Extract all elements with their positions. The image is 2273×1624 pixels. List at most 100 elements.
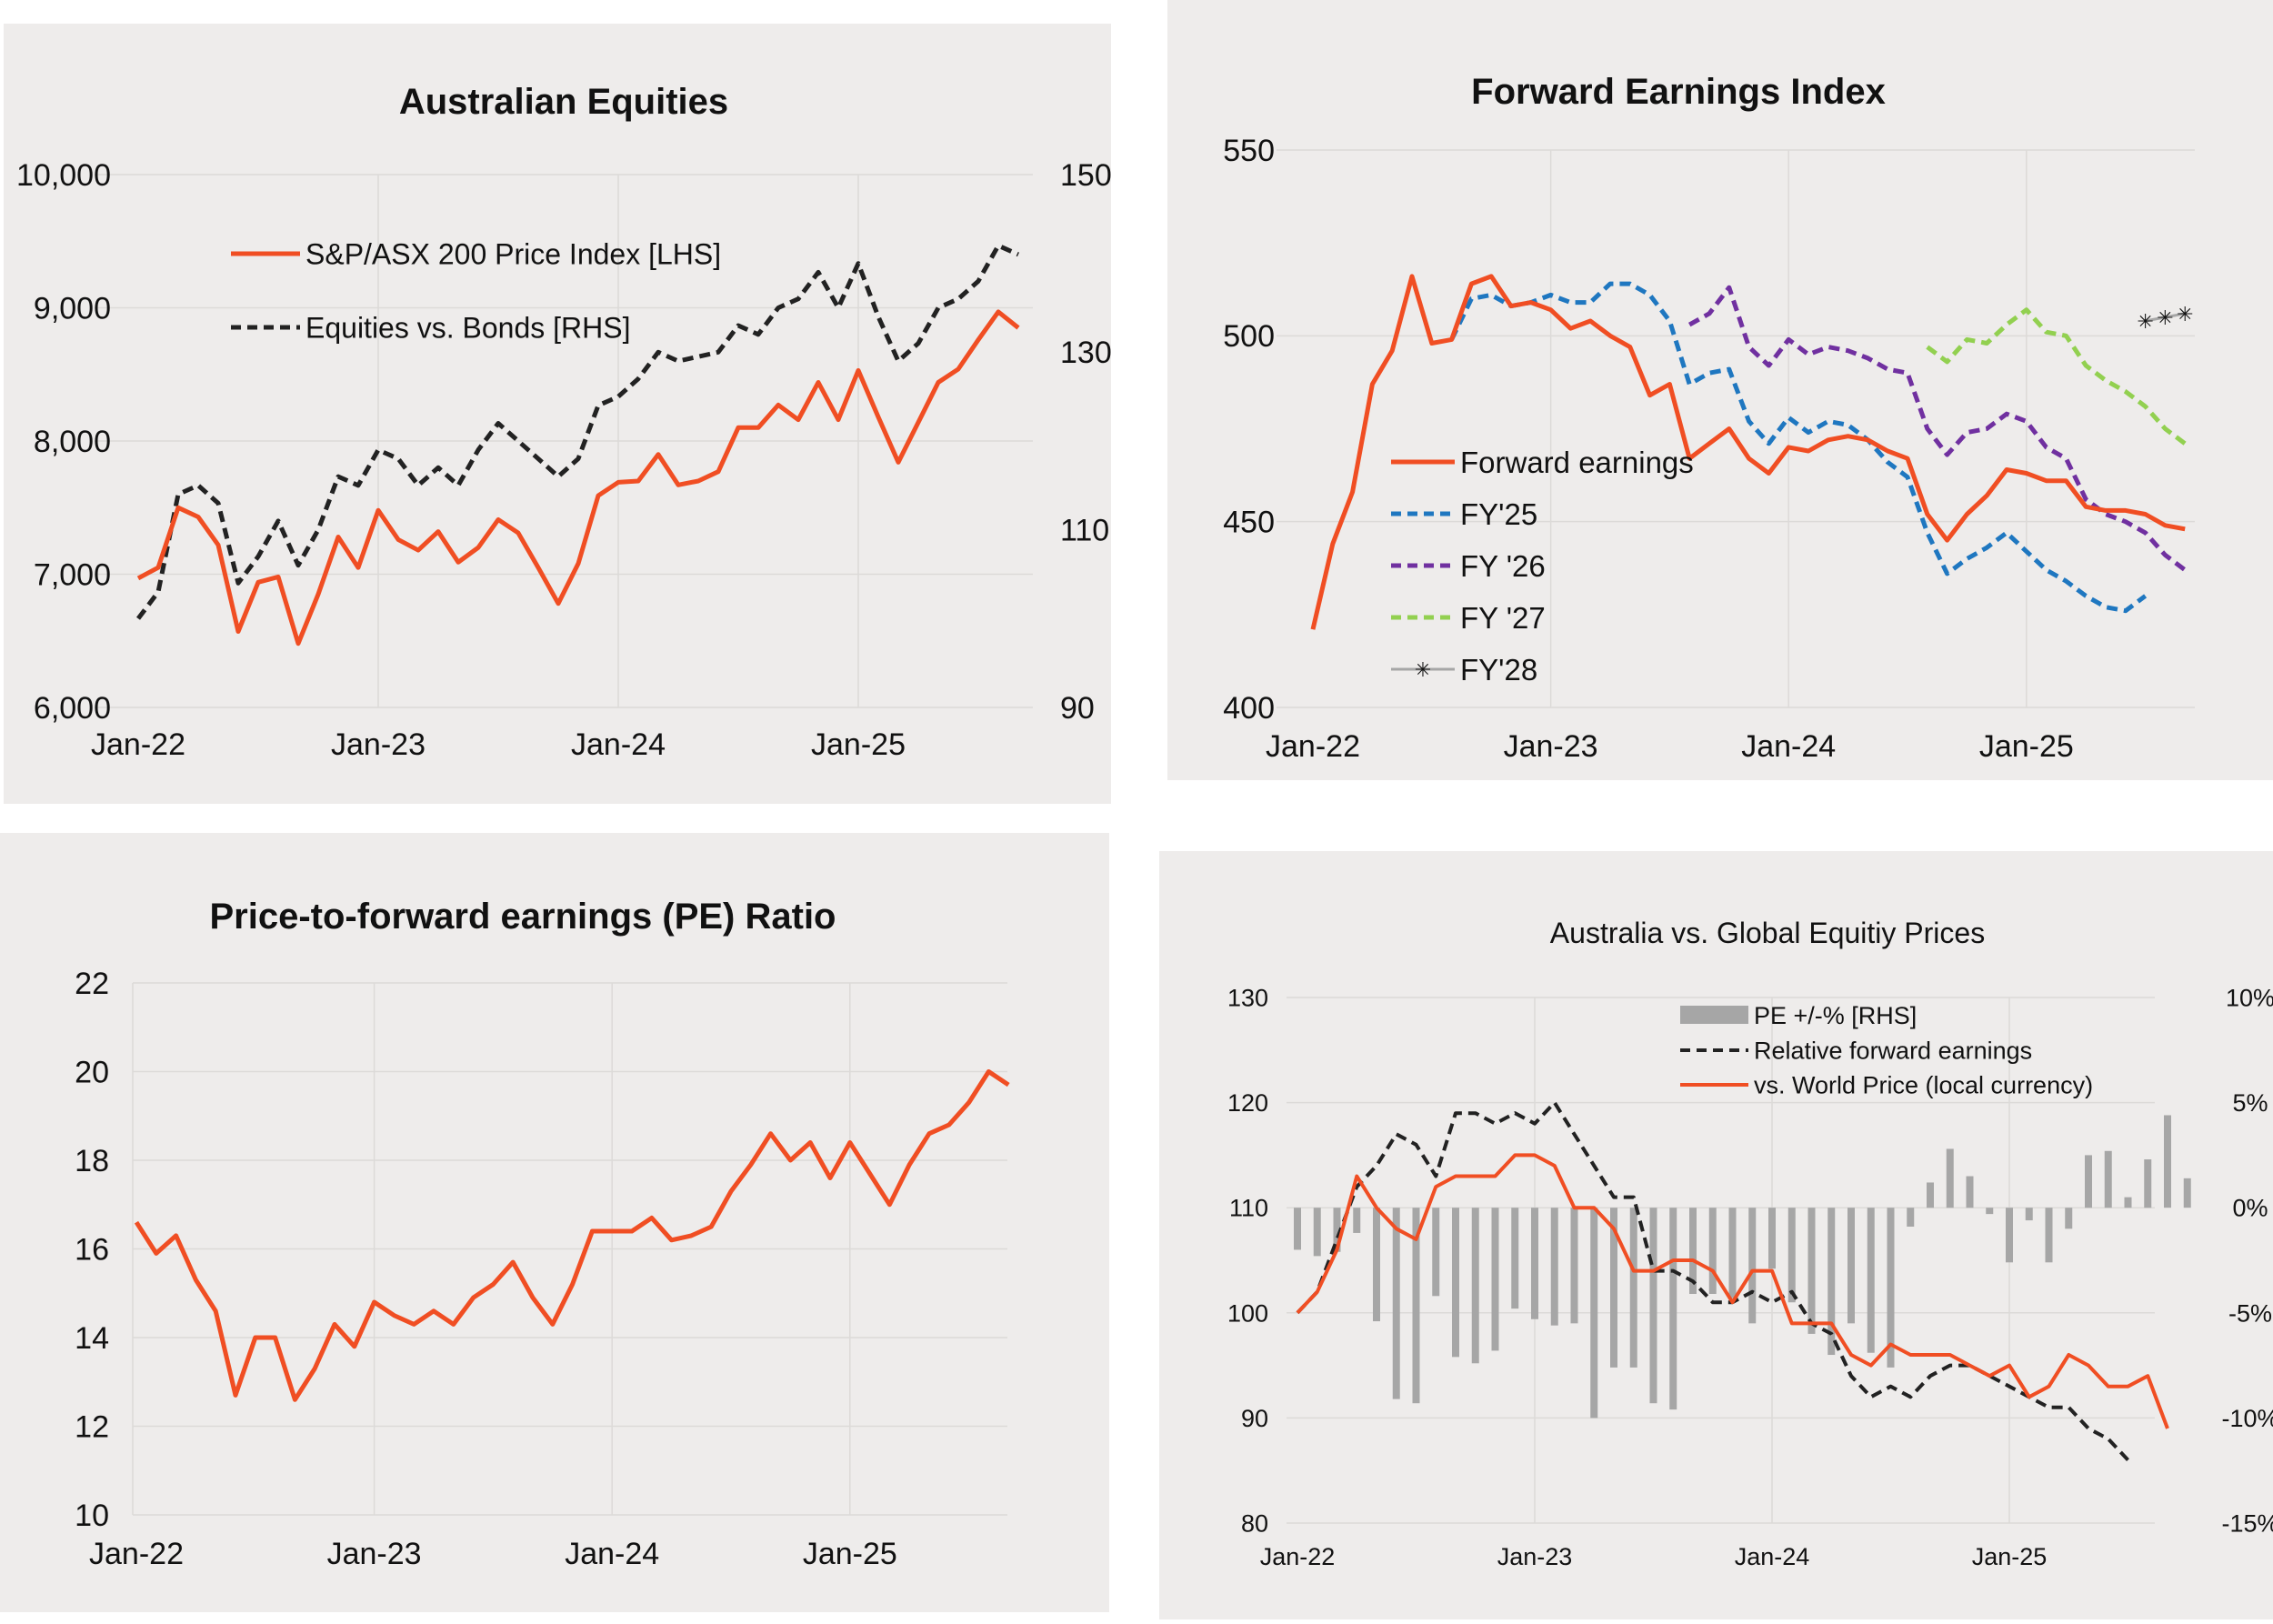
x-tick-label: Jan-25 [811,727,906,762]
x-tick-label: Jan-23 [1504,729,1598,764]
pe-bar [1689,1208,1697,1294]
legend-fy26-label: FY '26 [1460,549,1546,583]
pe-bar [1728,1208,1737,1298]
forward-earnings-panel: Forward Earnings Index Jan-22 Jan-23 Jan-2… [1167,0,2273,780]
pe-ratio-chart: Price-to-forward earnings (PE) Ratio Jan… [75,897,1010,1571]
pe-bar [1907,1208,1915,1228]
pe-bar [1412,1208,1420,1404]
y-right-tick-label: 0% [2232,1195,2268,1222]
pe-bar [1986,1208,1994,1215]
y-tick-label: 18 [75,1144,109,1178]
fy28-marker: ✳ [2157,306,2173,329]
pe-bar [1867,1208,1875,1353]
y-tick-label: 100 [1227,1299,1268,1327]
y-right-tick-label: 10% [2226,984,2273,1011]
legend-fy25-label: FY'25 [1460,497,1537,531]
legend-fy28-label: FY'28 [1460,653,1537,687]
y-tick-label: 550 [1223,134,1275,168]
x-tick-label: Jan-25 [1972,1543,2048,1570]
pe-bar [1669,1208,1677,1410]
y-tick-label: 7,000 [34,557,111,592]
y-tick-label: 10 [75,1499,109,1533]
pe-bar [2183,1178,2191,1208]
x-tick-label: Jan-24 [1741,729,1836,764]
fy27-line [1926,307,2187,446]
y-right-tick-label: 130 [1060,336,1111,370]
pe-bar [2006,1208,2013,1263]
pe-bar [1392,1208,1400,1399]
fy28-marker: ✳ [2177,303,2193,326]
pe-bar [2144,1159,2152,1208]
legend-fy28-marker: ✳ [1415,658,1431,681]
world-price-line [1296,1153,2169,1429]
x-tick-label: Jan-22 [1260,1543,1336,1570]
chart-title: Australian Equities [399,82,728,122]
y-tick-label: 80 [1241,1509,1268,1537]
pe-bar [1946,1148,1954,1208]
pe-ratio-line [134,1069,1010,1402]
x-tick-label: Jan-25 [803,1537,897,1571]
fy25-line [1449,281,2148,614]
y-right-tick-label: -5% [2228,1299,2272,1327]
pe-bar [2164,1115,2171,1208]
pe-bar [1353,1208,1361,1233]
forward-earnings-chart: Forward Earnings Index Jan-22 Jan-23 Jan-2… [1223,72,2195,764]
pe-bar [1927,1182,1934,1208]
pe-bar [2085,1155,2092,1208]
pe-bar [2065,1208,2073,1229]
pe-bar [1649,1208,1657,1404]
y-tick-label: 10,000 [16,158,111,193]
y-tick-label: 450 [1223,506,1275,540]
pe-bar [2124,1197,2132,1208]
pe-bar [1550,1208,1558,1326]
y-tick-label: 90 [1241,1405,1268,1432]
x-tick-label: Jan-24 [1735,1543,1810,1570]
pe-bar [1471,1208,1479,1364]
y-right-tick-label: -15% [2221,1509,2273,1537]
equities-vs-bonds-line [136,243,1020,620]
pe-ratio-panel: Price-to-forward earnings (PE) Ratio Jan… [0,833,1109,1612]
legend-asx200-label: S&P/ASX 200 Price Index [LHS] [305,238,721,271]
y-tick-label: 130 [1227,984,1268,1011]
legend-world-price-label: vs. World Price (local currency) [1754,1072,2093,1099]
y-tick-label: 9,000 [34,291,111,326]
australia-vs-global-chart: Australia vs. Global Equitiy Prices Jan-… [1227,917,2273,1570]
pe-bar [2045,1208,2053,1263]
y-tick-label: 500 [1223,319,1275,354]
y-tick-label: 400 [1223,691,1275,726]
legend-equities-vs-bonds-label: Equities vs. Bonds [RHS] [305,312,630,345]
y-tick-label: 14 [75,1321,109,1356]
y-right-tick-label: 5% [2232,1089,2268,1117]
pe-bar [1807,1208,1816,1334]
pe-bar [1333,1208,1341,1252]
forward-earnings-line [1310,274,2186,630]
chart-title: Australia vs. Global Equitiy Prices [1550,917,1985,949]
x-tick-label: Jan-23 [1497,1543,1573,1570]
pe-bar [1491,1208,1499,1351]
y-tick-label: 22 [75,967,109,1001]
relative-earnings-line [1296,1100,2129,1461]
y-tick-label: 20 [75,1055,109,1089]
pe-bar [1629,1208,1637,1368]
australia-vs-global-panel: Australia vs. Global Equitiy Prices Jan-… [1159,851,2273,1619]
legend-forward-earnings-label: Forward earnings [1460,446,1694,479]
pe-bar [2104,1150,2112,1208]
pe-bar [1531,1208,1538,1319]
pe-bar [1313,1208,1321,1257]
pe-bar [1570,1208,1578,1324]
pe-bar [1610,1208,1617,1368]
fy26-line [1687,285,2187,572]
y-tick-label: 12 [75,1409,109,1444]
pe-bar [1787,1208,1796,1303]
chart-title: Forward Earnings Index [1471,72,1886,112]
legend-fy27-label: FY '27 [1460,601,1546,635]
y-right-tick-label: -10% [2221,1405,2273,1432]
pe-bar [1966,1176,1974,1208]
pe-bar [1590,1208,1598,1418]
australian-equities-chart: Australian Equities Jan-22 Jan-23 Jan-24 Ja… [16,82,1112,762]
pe-bar [1748,1208,1757,1324]
pe-bar [1432,1208,1440,1297]
fy28-marker: ✳ [2137,310,2153,333]
x-tick-label: Jan-22 [89,1537,184,1571]
y-right-tick-label: 90 [1060,691,1095,726]
